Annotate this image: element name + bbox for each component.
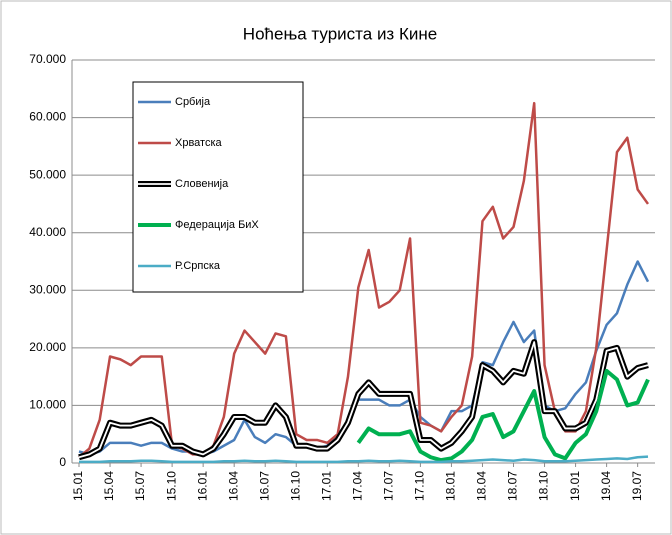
x-tick-label: 16.04	[226, 471, 240, 501]
y-tick-label: 50.000	[29, 167, 66, 181]
y-tick-label: 20.000	[29, 340, 66, 354]
x-tick-label: 18.10	[537, 471, 551, 501]
x-tick-label: 18.04	[475, 471, 489, 501]
x-tick-label: 15.10	[164, 471, 178, 501]
x-tick-label: 19.04	[599, 471, 613, 501]
x-tick-label: 17.07	[382, 471, 396, 501]
legend-label: Р.Српска	[175, 260, 221, 272]
x-tick-label: 19.01	[568, 471, 582, 501]
y-tick-label: 70.000	[29, 52, 66, 66]
legend-label: Србија	[175, 96, 211, 108]
x-tick-label: 16.01	[195, 471, 209, 501]
legend-label: Хрватска	[175, 137, 223, 149]
x-tick-label: 16.10	[288, 471, 302, 501]
x-tick-label: 16.07	[257, 471, 271, 501]
x-tick-label: 15.04	[102, 471, 116, 501]
x-tick-label: 15.01	[71, 471, 85, 501]
y-tick-label: 10.000	[29, 398, 66, 412]
y-tick-label: 60.000	[29, 110, 66, 124]
x-tick-label: 17.04	[350, 471, 364, 501]
x-tick-label: 15.07	[133, 471, 147, 501]
x-tick-label: 18.07	[506, 471, 520, 501]
x-tick-label: 18.01	[444, 471, 458, 501]
series-line	[356, 368, 650, 463]
legend-label: Словенија	[175, 178, 229, 190]
y-tick-label: 40.000	[29, 225, 66, 239]
x-tick-label: 19.07	[630, 471, 644, 501]
y-tick-label: 0	[59, 455, 66, 469]
series-line	[79, 455, 649, 464]
legend-label: Федерација БиХ	[175, 219, 259, 231]
series-line-inner	[78, 341, 649, 459]
x-tick-label: 17.01	[319, 471, 333, 501]
chart-title: Ноћења туриста из Кине	[243, 24, 437, 43]
y-tick-label: 30.000	[29, 282, 66, 296]
x-tick-label: 17.10	[413, 471, 427, 501]
